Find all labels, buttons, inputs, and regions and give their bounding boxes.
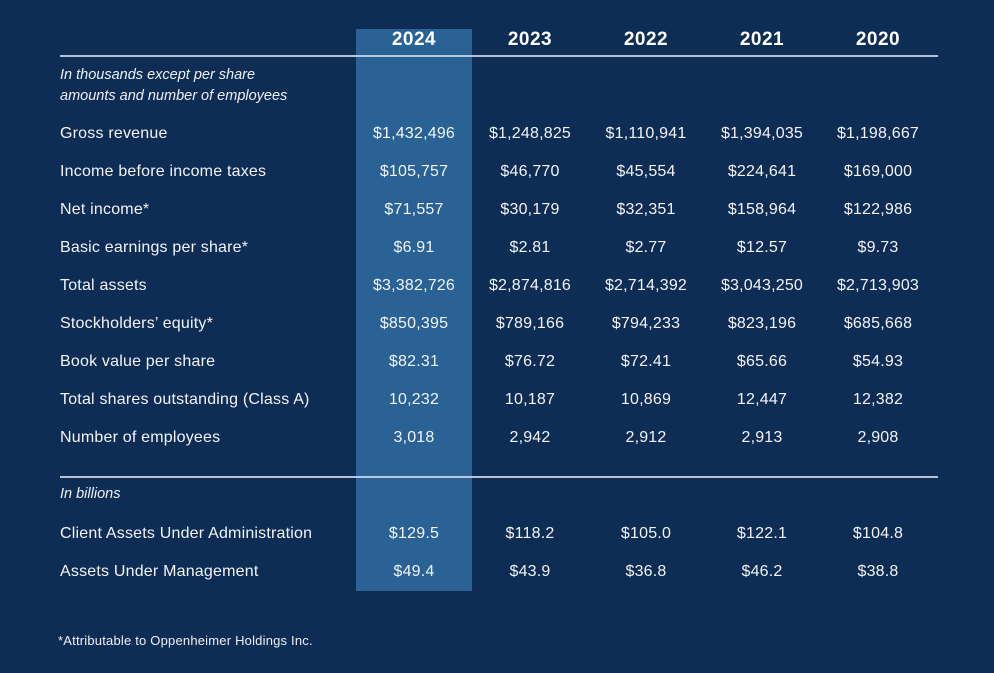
table-cell: $1,432,496 xyxy=(372,125,456,142)
table-cell: 12,447 xyxy=(736,391,788,408)
attribution-footnote: *Attributable to Oppenheimer Holdings In… xyxy=(58,633,313,648)
row-label: Net income* xyxy=(60,201,150,218)
table-cell: 10,232 xyxy=(388,391,440,408)
unit-note-line1: In thousands except per share xyxy=(60,67,256,83)
table-cell: 10,187 xyxy=(504,391,556,408)
table-cell: $794,233 xyxy=(611,315,681,332)
table-cell: $169,000 xyxy=(843,163,913,180)
financial-highlights-table: 2024 2023 2022 2021 2020 In thousands ex… xyxy=(60,0,936,591)
table-cell: $30,179 xyxy=(500,201,560,218)
table-cell: $122.1 xyxy=(736,525,788,542)
table-cell: $1,248,825 xyxy=(488,125,572,142)
table-cell: $224,641 xyxy=(727,163,797,180)
row-label: Assets Under Management xyxy=(60,563,259,580)
table-cell: 3,018 xyxy=(393,429,435,446)
billions-divider-line xyxy=(60,476,938,478)
table-cell: 12,382 xyxy=(852,391,904,408)
billions-note: In billions xyxy=(60,485,121,502)
table-cell: 2,912 xyxy=(625,429,667,446)
section-spacer xyxy=(60,457,936,477)
table-cell: 10,869 xyxy=(620,391,672,408)
table-cell: $6.91 xyxy=(393,239,435,256)
year-header-2021: 2021 xyxy=(739,29,785,50)
table-cell: $850,395 xyxy=(379,315,449,332)
table-cell: $36.8 xyxy=(625,563,667,580)
table-cell: $122,986 xyxy=(843,201,913,218)
table-cell: $9.73 xyxy=(857,239,899,256)
table-cell: $32,351 xyxy=(616,201,676,218)
table-cell: $46.2 xyxy=(741,563,783,580)
table-cell: $158,964 xyxy=(727,201,797,218)
row-label: Client Assets Under Administration xyxy=(60,525,313,542)
table-cell: $71,557 xyxy=(384,201,444,218)
table-row-client-assets: Client Assets Under Administration $129.… xyxy=(60,515,936,553)
table-row-income-before-taxes: Income before income taxes $105,757 $46,… xyxy=(60,153,936,191)
table-cell: $685,668 xyxy=(843,315,913,332)
table-cell: $823,196 xyxy=(727,315,797,332)
row-label: Book value per share xyxy=(60,353,216,370)
table-cell: 2,942 xyxy=(509,429,551,446)
table-cell: $118.2 xyxy=(505,525,555,542)
table-row-total-assets: Total assets $3,382,726 $2,874,816 $2,71… xyxy=(60,267,936,305)
row-label: Income before income taxes xyxy=(60,163,267,180)
table-row-shares-outstanding: Total shares outstanding (Class A) 10,23… xyxy=(60,381,936,419)
table-cell: $38.8 xyxy=(857,563,899,580)
row-label: Total shares outstanding (Class A) xyxy=(60,391,310,408)
table-cell: $789,166 xyxy=(495,315,565,332)
year-header-2024: 2024 xyxy=(391,29,437,50)
year-header-2020: 2020 xyxy=(855,29,901,50)
table-cell: $49.4 xyxy=(393,563,435,580)
table-row-book-value: Book value per share $82.31 $76.72 $72.4… xyxy=(60,343,936,381)
table-cell: $2.81 xyxy=(509,239,551,256)
row-label: Basic earnings per share* xyxy=(60,239,249,256)
table-cell: $105.0 xyxy=(620,525,672,542)
billions-note-row: In billions xyxy=(60,477,936,511)
table-cell: $65.66 xyxy=(736,353,788,370)
table-cell: $1,198,667 xyxy=(836,125,920,142)
unit-note-line2: amounts and number of employees xyxy=(60,88,288,104)
table-cell: $3,382,726 xyxy=(372,277,456,294)
table-cell: $72.41 xyxy=(620,353,672,370)
year-header-2023: 2023 xyxy=(507,29,553,50)
table-cell: $2,714,392 xyxy=(604,277,688,294)
table-cell: $1,110,941 xyxy=(605,125,687,142)
table-cell: $43.9 xyxy=(509,563,551,580)
table-cell: $2,713,903 xyxy=(836,277,920,294)
table-row-stockholders-equity: Stockholders’ equity* $850,395 $789,166 … xyxy=(60,305,936,343)
table-cell: $105,757 xyxy=(379,163,449,180)
row-label: Number of employees xyxy=(60,429,221,446)
header-divider-line xyxy=(60,55,938,57)
table-row-gross-revenue: Gross revenue $1,432,496 $1,248,825 $1,1… xyxy=(60,115,936,153)
table-cell: $1,394,035 xyxy=(720,125,804,142)
table-row-basic-eps: Basic earnings per share* $6.91 $2.81 $2… xyxy=(60,229,936,267)
row-label: Gross revenue xyxy=(60,125,168,142)
table-cell: 2,913 xyxy=(741,429,783,446)
unit-note-row: In thousands except per share amounts an… xyxy=(60,57,936,115)
unit-note: In thousands except per share amounts an… xyxy=(60,65,356,107)
row-label: Total assets xyxy=(60,277,147,294)
table-cell: $129.5 xyxy=(388,525,440,542)
year-header-row: 2024 2023 2022 2021 2020 xyxy=(60,0,936,57)
table-cell: $45,554 xyxy=(616,163,676,180)
year-header-2022: 2022 xyxy=(623,29,669,50)
table-row-net-income: Net income* $71,557 $30,179 $32,351 $158… xyxy=(60,191,936,229)
table-cell: $46,770 xyxy=(500,163,560,180)
table-cell: 2,908 xyxy=(857,429,899,446)
table-cell: $12.57 xyxy=(736,239,788,256)
table-cell: $2.77 xyxy=(625,239,667,256)
table-cell: $3,043,250 xyxy=(720,277,804,294)
table-cell: $82.31 xyxy=(388,353,440,370)
table-cell: $76.72 xyxy=(504,353,556,370)
table-cell: $54.93 xyxy=(852,353,904,370)
table-cell: $2,874,816 xyxy=(488,277,572,294)
table-row-assets-under-management: Assets Under Management $49.4 $43.9 $36.… xyxy=(60,553,936,591)
highlight-2024-column xyxy=(356,29,472,591)
table-cell: $104.8 xyxy=(852,525,904,542)
row-label: Stockholders’ equity* xyxy=(60,315,214,332)
table-row-employees: Number of employees 3,018 2,942 2,912 2,… xyxy=(60,419,936,457)
